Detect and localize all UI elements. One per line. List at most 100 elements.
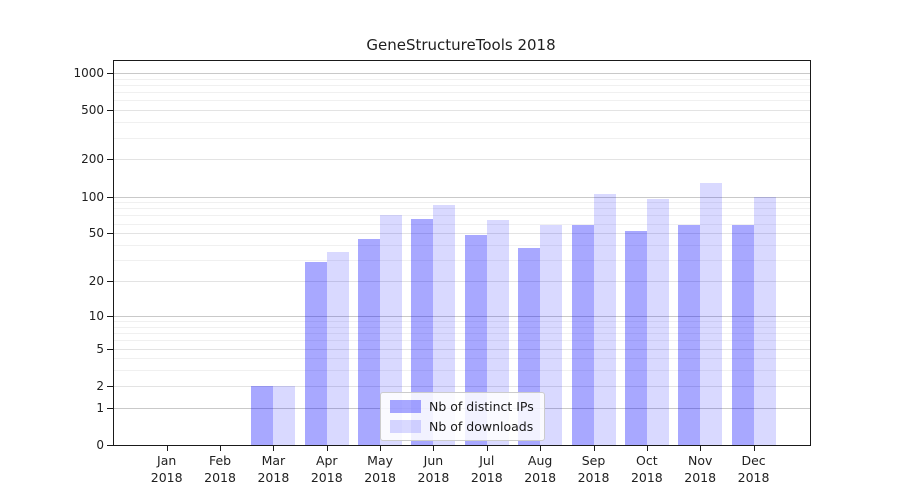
- chart-title: GeneStructureTools 2018: [366, 36, 556, 54]
- decade-gridline: [114, 196, 810, 198]
- y-tick-label: 1: [96, 400, 104, 415]
- minor-gridline: [114, 370, 810, 372]
- minor-gridline: [114, 333, 810, 335]
- x-tick-label-dec: Dec 2018: [737, 453, 770, 485]
- bar-oct-ips: [624, 231, 647, 445]
- y-tick-mark: [107, 445, 113, 446]
- legend-swatch-downloads: [390, 420, 421, 433]
- y-tick-label: 2: [96, 378, 104, 393]
- major-gridline: [114, 348, 810, 350]
- bar-apr-ips: [304, 261, 327, 445]
- minor-gridline: [114, 85, 810, 86]
- y-tick-label: 100: [81, 189, 104, 204]
- y-tick-label: 20: [88, 274, 104, 289]
- plot-area: 0 1 2 5 10 20 50 100 200 500 1000 Jan 2018 Feb 2018 M…: [73, 60, 811, 485]
- y-tick-label: 1000: [73, 66, 104, 80]
- x-tick-label-aug: Aug 2018: [524, 453, 557, 485]
- minor-gridline: [114, 202, 810, 204]
- x-tick-label-sep: Sep 2018: [577, 453, 610, 485]
- minor-gridline: [114, 260, 810, 262]
- bar-may-downloads: [380, 215, 403, 445]
- major-gridline: [114, 281, 810, 283]
- bar-aug-downloads: [540, 225, 563, 445]
- y-tick-label: 0: [96, 438, 104, 452]
- legend: Nb of distinct IPs Nb of downloads: [380, 392, 545, 441]
- minor-gridline: [114, 92, 810, 94]
- x-tick-mark: [540, 446, 542, 451]
- bar-sep-ips: [571, 225, 594, 445]
- y-tick-mark: [107, 196, 113, 198]
- bar-dec-ips: [731, 225, 754, 445]
- minor-gridline: [114, 137, 810, 139]
- bar-apr-downloads: [326, 252, 349, 445]
- bar-mar-downloads: [273, 385, 296, 445]
- x-tick-mark: [220, 446, 222, 451]
- bar-jun-ips: [411, 219, 434, 445]
- x-tick-label-jan: Jan 2018: [150, 453, 183, 485]
- x-tick-mark: [646, 446, 648, 451]
- bar-nov-ips: [678, 225, 701, 445]
- minor-gridline: [114, 208, 810, 210]
- major-gridline: [114, 159, 810, 161]
- x-tick-mark: [433, 446, 435, 451]
- x-tick-mark: [380, 446, 382, 451]
- major-gridline: [114, 385, 810, 387]
- y-tick-label: 50: [88, 226, 104, 241]
- x-tick-label-nov: Nov 2018: [684, 453, 717, 485]
- y-tick-label: 500: [81, 103, 104, 118]
- x-tick-mark: [326, 446, 328, 451]
- x-tick-label-mar: Mar 2018: [257, 453, 290, 485]
- y-tick-mark: [107, 110, 113, 112]
- x-tick-label-jul: Jul 2018: [470, 453, 503, 485]
- bar-jun-downloads: [433, 204, 456, 445]
- bar-mar-ips: [251, 385, 274, 445]
- y-tick-mark: [107, 281, 113, 283]
- y-tick-mark: [107, 315, 113, 317]
- minor-gridline: [114, 223, 810, 225]
- y-tick-label: 10: [88, 308, 104, 323]
- y-tick-mark: [107, 407, 113, 409]
- y-tick-mark: [107, 73, 113, 74]
- bar-dec-downloads: [753, 196, 776, 445]
- major-gridline: [114, 233, 810, 235]
- legend-row-downloads: Nb of downloads: [390, 419, 534, 434]
- y-tick-mark: [107, 385, 113, 387]
- minor-gridline: [114, 215, 810, 217]
- x-tick-label-jun: Jun 2018: [417, 453, 450, 485]
- minor-gridline: [114, 340, 810, 342]
- x-tick-label-may: May 2018: [364, 453, 396, 485]
- legend-label-downloads: Nb of downloads: [429, 419, 534, 434]
- bar-jul-downloads: [486, 220, 509, 445]
- x-tick-label-oct: Oct 2018: [630, 453, 663, 485]
- x-tick-label-feb: Feb 2018: [204, 453, 236, 485]
- minor-gridline: [114, 122, 810, 124]
- minor-gridline: [114, 100, 810, 102]
- bar-nov-downloads: [700, 182, 723, 445]
- y-tick-mark: [107, 348, 113, 350]
- minor-gridline: [114, 78, 810, 80]
- minor-gridline: [114, 245, 810, 247]
- x-tick-mark: [273, 446, 275, 451]
- major-gridline: [114, 110, 810, 112]
- x-tick-mark: [593, 446, 595, 451]
- decade-gridline: [114, 73, 810, 74]
- legend-swatch-distinct-ips: [390, 400, 421, 413]
- minor-gridline: [114, 326, 810, 328]
- x-tick-mark: [486, 446, 488, 451]
- x-tick-mark: [166, 446, 168, 451]
- x-tick-mark: [753, 446, 755, 451]
- y-tick-mark: [107, 159, 113, 161]
- x-tick-mark: [700, 446, 702, 451]
- minor-gridline: [114, 321, 810, 323]
- bar-sep-downloads: [593, 193, 616, 445]
- legend-row-distinct-ips: Nb of distinct IPs: [390, 399, 534, 414]
- y-tick-mark: [107, 233, 113, 235]
- bar-may-ips: [358, 238, 381, 445]
- minor-gridline: [114, 358, 810, 360]
- x-tick-label-apr: Apr 2018: [310, 453, 343, 485]
- legend-label-distinct-ips: Nb of distinct IPs: [429, 399, 534, 414]
- bar-oct-downloads: [646, 198, 669, 445]
- decade-gridline: [114, 315, 810, 317]
- y-tick-label: 200: [81, 152, 104, 167]
